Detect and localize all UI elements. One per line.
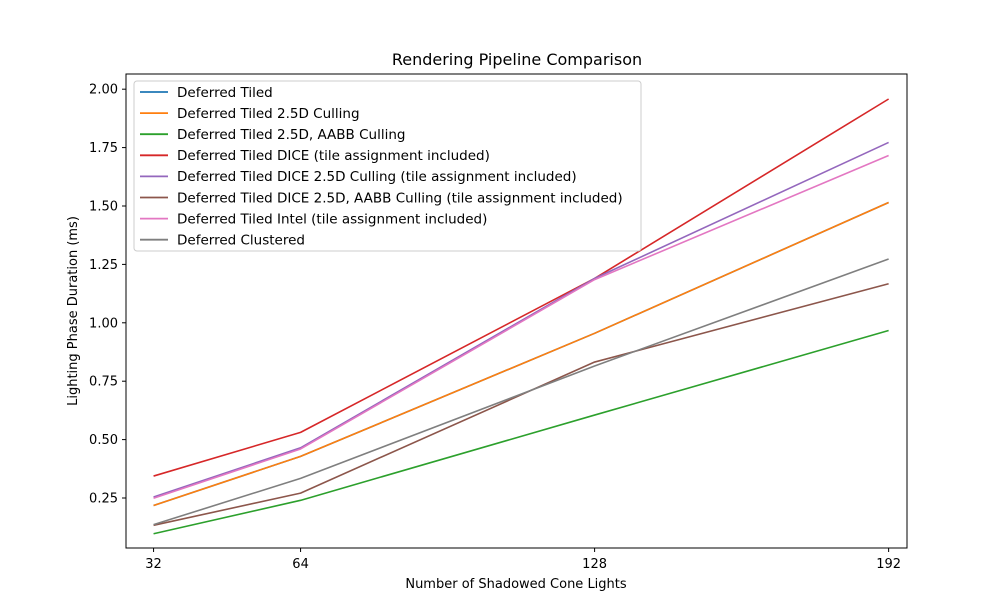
x-tick-label: 32	[145, 557, 162, 572]
plot-frame	[125, 73, 908, 549]
series-line-8	[153, 258, 889, 526]
x-axis-label: Number of Shadowed Cone Lights	[405, 577, 627, 592]
series-line-7	[153, 154, 889, 499]
y-tick-label: 1.25	[89, 258, 118, 273]
y-tick-label: 1.50	[89, 199, 118, 214]
legend-entry: Deferred Clustered	[177, 233, 305, 249]
x-axis-ticks: 32 64 128 192	[145, 548, 901, 572]
legend-entry: Deferred Tiled Intel (tile assignment in…	[177, 211, 487, 227]
y-tick-label: 1.75	[89, 141, 118, 156]
series-layer	[153, 98, 890, 535]
chart-title: Rendering Pipeline Comparison	[392, 50, 642, 69]
series-line-5	[153, 141, 889, 498]
legend-entry: Deferred Tiled DICE 2.5D, AABB Culling (…	[177, 190, 623, 206]
legend-entry: Deferred Tiled DICE (tile assignment inc…	[177, 148, 490, 164]
series-line-4	[153, 98, 890, 477]
y-tick-label: 0.75	[89, 375, 118, 390]
x-tick-label: 192	[876, 557, 901, 572]
legend-entry: Deferred Tiled 2.5D Culling	[177, 106, 360, 122]
legend: Deferred Tiled Deferred Tiled 2.5D Cullin…	[133, 80, 642, 252]
x-tick-label: 128	[582, 557, 607, 572]
legend-entry: Deferred Tiled	[177, 85, 273, 101]
y-tick-label: 0.25	[89, 492, 118, 507]
x-tick-label: 64	[292, 557, 309, 572]
y-tick-label: 2.00	[89, 83, 118, 98]
y-tick-label: 0.50	[89, 433, 118, 448]
y-axis-ticks: 0.25 0.50 0.75 1.00 1.25 1.50 1.75 2.00	[89, 83, 126, 507]
series-line-3	[153, 329, 889, 535]
series-line-6	[153, 283, 889, 527]
y-axis-label: Lighting Phase Duration (ms)	[66, 216, 81, 406]
y-tick-label: 1.00	[89, 316, 118, 331]
series-line-2	[153, 201, 889, 507]
legend-entry: Deferred Tiled 2.5D, AABB Culling	[177, 127, 405, 143]
legend-box	[133, 80, 642, 252]
legend-entry: Deferred Tiled DICE 2.5D Culling (tile a…	[177, 169, 577, 185]
